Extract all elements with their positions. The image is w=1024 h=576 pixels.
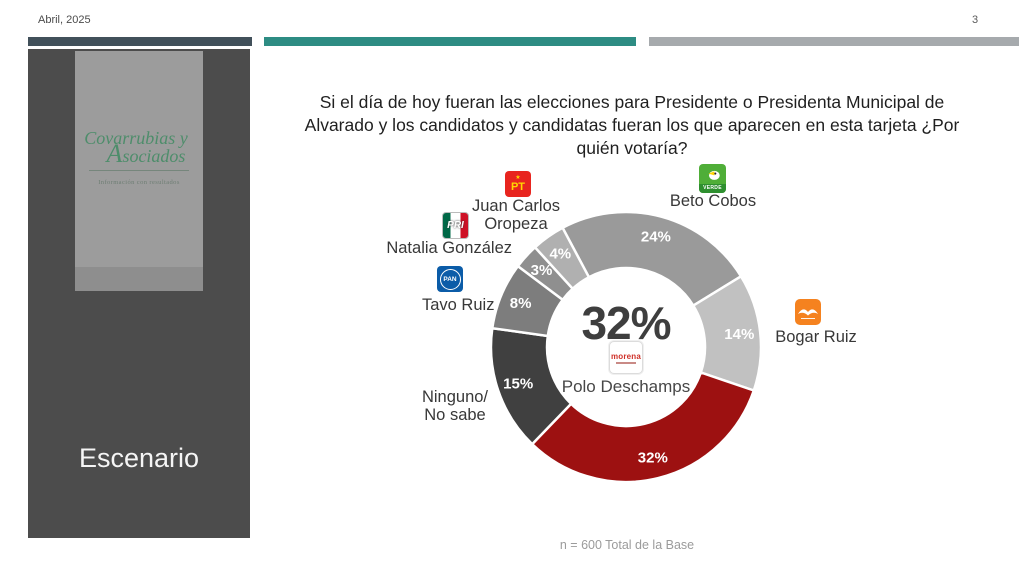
question-title: Si el día de hoy fueran las elecciones p… [282, 91, 982, 160]
mc-eagle-icon [798, 309, 818, 316]
question-line: Alvarado y los candidatos y candidatas f… [304, 115, 960, 135]
mc-party-icon [795, 299, 821, 325]
morena-party-icon: morena [609, 341, 643, 374]
winner-percentage: 32% [581, 297, 671, 349]
segment-value-label: 8% [510, 295, 532, 312]
base-footnote: n = 600 Total de la Base [559, 538, 695, 552]
segment-value-label: 14% [724, 326, 754, 343]
pvem-party-icon: VERDE [699, 164, 726, 193]
segment-value-label: 15% [503, 376, 533, 393]
pvem-bird-icon [699, 164, 726, 184]
candidate-label-pt: Juan Carlos Oropeza [471, 197, 561, 233]
logo-line2: Asociados [106, 139, 186, 168]
winner-name-label: Polo Deschamps [561, 377, 691, 396]
question-line: Si el día de hoy fueran las elecciones p… [319, 92, 945, 112]
donut-segment-1 [560, 210, 743, 308]
candidate-label-pri: Natalia González [386, 239, 512, 257]
pri-logo-text: PRI [447, 220, 464, 231]
donut-svg: 24% 14% 32% 15% 8% 3%4% [489, 210, 763, 484]
pt-party-icon: ★ PT [505, 171, 531, 197]
company-logo: Covarrubias y Asociados Información con … [75, 129, 203, 192]
none-nosabe-label: Ninguno/ No sabe [421, 388, 489, 424]
segment-value-label: 32% [638, 449, 668, 466]
pt-star-icon: ★ [515, 174, 521, 181]
donut-segment-7 [533, 226, 591, 291]
date-label: Abril, 2025 [38, 14, 91, 26]
mc-logo-text-mark [801, 317, 815, 320]
sidebar: Covarrubias y Asociados Información con … [28, 49, 250, 538]
candidate-label-pvem: Beto Cobos [669, 192, 757, 210]
pan-logo-circle: PAN [439, 268, 461, 290]
header-bar-dark [28, 37, 252, 46]
question-line: quién votaría? [576, 138, 688, 158]
header-bar-gray [649, 37, 1019, 46]
donut-segment-3 [530, 370, 756, 484]
donut-chart: 24% 14% 32% 15% 8% 3% 4% [476, 197, 776, 497]
segment-value-label: 24% [641, 229, 671, 246]
pt-logo-text: PT [510, 180, 526, 193]
company-logo-box: Covarrubias y Asociados Información con … [75, 51, 203, 291]
segment-value-label: 3% [531, 262, 553, 279]
pvem-logo-text: VERDE [699, 184, 726, 193]
candidate-label-pan: Tavo Ruiz [422, 296, 495, 314]
header-bar-teal [264, 37, 636, 46]
logo-box-band [75, 267, 203, 291]
segment-value-label: 4% [549, 245, 571, 262]
logo-divider [89, 170, 189, 171]
morena-logo-text: morena [610, 351, 642, 361]
pri-party-icon: PRI [442, 212, 469, 239]
page-number: 3 [972, 14, 979, 26]
scenario-label: Escenario [78, 443, 200, 473]
pan-logo-text: PAN [443, 275, 457, 283]
logo-line1: Covarrubias y [84, 128, 188, 148]
pan-party-icon: PAN [437, 266, 463, 292]
candidate-label-mc: Bogar Ruiz [775, 328, 857, 346]
morena-logo-tagline-mark [616, 361, 636, 364]
logo-tagline: Información con resultados [98, 179, 180, 186]
